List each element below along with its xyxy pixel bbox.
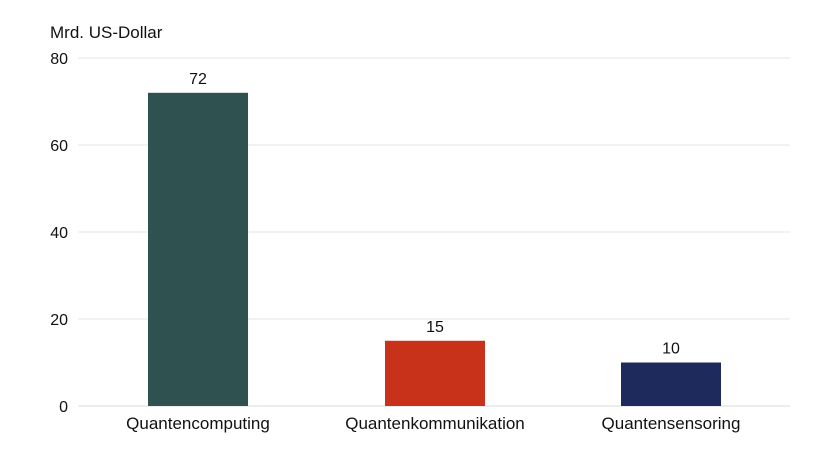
value-label: 72 [189,71,207,88]
bar-quantencomputing [148,92,248,407]
y-tick-label: 0 [59,399,68,416]
value-label: 10 [662,341,680,358]
category-label: Quantenkommunikation [345,414,525,433]
bar-quantenkommunikation [385,340,485,406]
category-label: Quantencomputing [126,414,270,433]
category-labels: Quantencomputing Quantenkommunikation Quan… [126,414,740,433]
value-label: 15 [426,319,444,336]
bar-quantensensoring [621,362,721,406]
y-tick-label: 20 [50,312,68,329]
y-axis-label: Mrd. US-Dollar [50,23,163,42]
y-tick-label: 40 [50,225,68,242]
y-tick-labels: 0 20 40 60 80 [50,51,68,416]
y-tick-label: 80 [50,51,68,68]
y-tick-label: 60 [50,138,68,155]
value-labels: 72 15 10 [189,71,680,358]
category-label: Quantensensoring [602,414,741,433]
bars [148,92,721,407]
